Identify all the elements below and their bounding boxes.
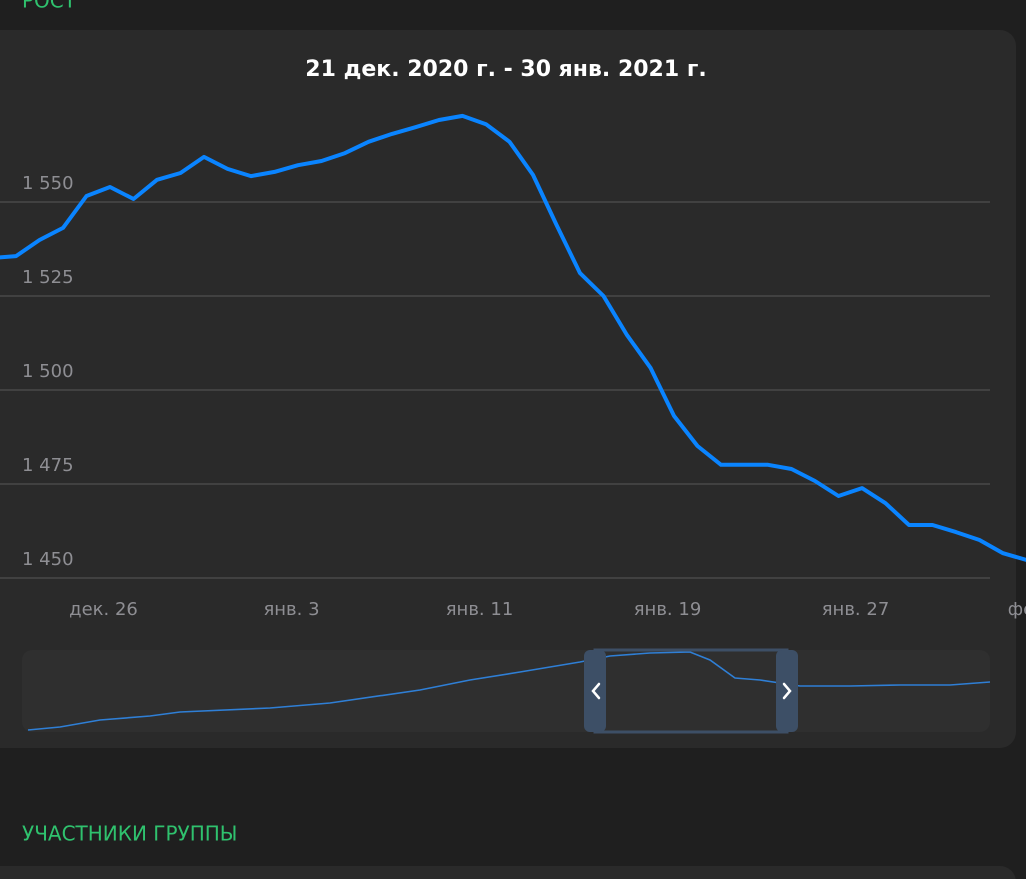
section-title: РОСТ (22, 0, 77, 13)
card (0, 866, 1016, 879)
x-tick-label: дек. 26 (69, 599, 138, 620)
y-tick-label: 1 500 (22, 361, 74, 382)
section-title: УЧАСТНИКИ ГРУППЫ (22, 822, 237, 846)
x-tick-label: янв. 19 (634, 599, 702, 620)
chart-title: 21 дек. 2020 г. - 30 янв. 2021 г. (305, 57, 706, 82)
plot: 1 450 1 475 1 500 1 525 1 550 дек. 26 янв. 3 ян… (0, 113, 1026, 620)
window-handle-right[interactable] (776, 650, 798, 732)
x-tick-label: янв. 27 (822, 599, 890, 620)
y-tick-label: 1 525 (22, 267, 74, 288)
window-handle-left[interactable] (584, 650, 606, 732)
x-tick-label: февр. 4 (1008, 599, 1026, 620)
y-tick-label: 1 450 (22, 549, 74, 570)
navigator-track (22, 650, 990, 732)
x-tick-label: янв. 3 (263, 599, 319, 620)
y-tick-label: 1 550 (22, 173, 74, 194)
x-tick-label: янв. 11 (446, 599, 514, 620)
chevron-right (782, 682, 792, 700)
chevron-left (591, 682, 601, 700)
card (0, 30, 1016, 748)
navigator[interactable] (22, 648, 990, 734)
y-tick-label: 1 475 (22, 455, 74, 476)
line (0, 113, 1026, 562)
